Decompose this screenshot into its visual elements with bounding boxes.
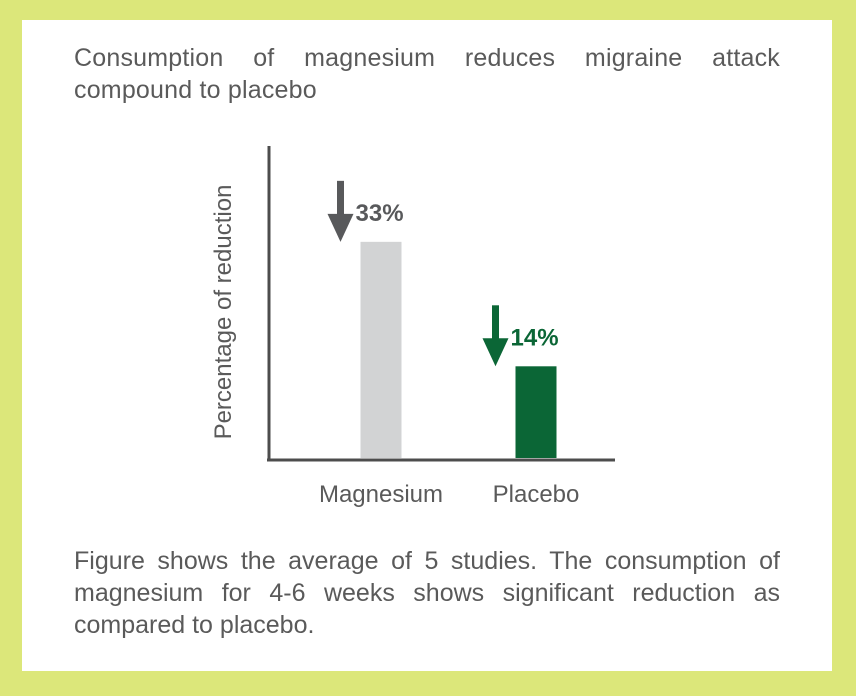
bar-placebo	[515, 366, 557, 458]
bar-magnesium	[360, 241, 402, 458]
card: Consumption of magnesium reduces migrain…	[22, 20, 832, 671]
x-tick-label-placebo: Placebo	[493, 481, 580, 508]
data-label-placebo: 14%	[511, 324, 559, 351]
data-label-magnesium: 33%	[356, 200, 404, 227]
y-axis-label: Percentage of reduction	[210, 185, 237, 440]
chart-caption: Figure shows the average of 5 studies. T…	[74, 547, 780, 639]
chart-title: Consumption of magnesium reduces migrain…	[74, 44, 780, 104]
down-arrow-icon	[327, 180, 354, 242]
x-tick-label-magnesium: Magnesium	[319, 481, 443, 508]
bar-chart: Percentage of reduction 33% Magnesium 14% P…	[210, 146, 615, 508]
down-arrow-icon	[482, 305, 509, 367]
